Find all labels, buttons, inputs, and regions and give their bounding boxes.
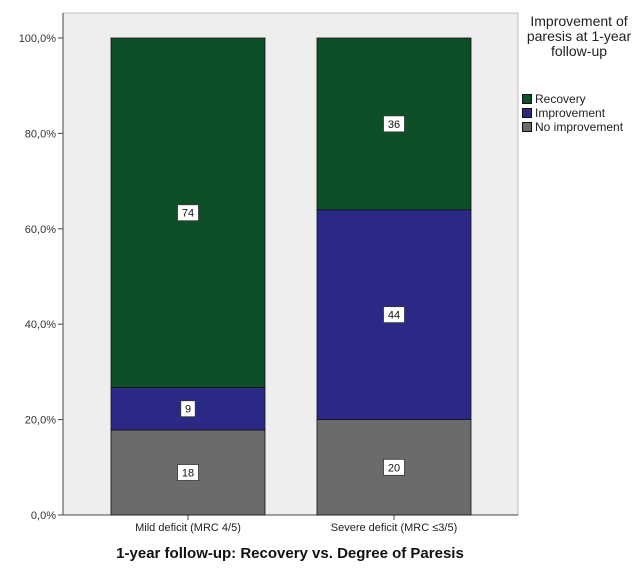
data-label-recovery: 36 xyxy=(388,119,400,131)
data-label-improvement: 9 xyxy=(185,404,191,416)
data-label-box xyxy=(180,400,196,418)
x-tick-label: Mild deficit (MRC 4/5) xyxy=(135,522,241,534)
data-label-recovery: 74 xyxy=(182,208,194,220)
data-label-improvement: 44 xyxy=(388,310,400,322)
data-label-box xyxy=(383,458,405,476)
x-axis-title: 1-year follow-up: Recovery vs. Degree of… xyxy=(116,545,464,562)
y-tick-label: 20,0% xyxy=(25,415,56,427)
legend-item-recovery: Recovery xyxy=(522,92,644,106)
legend-swatch-recovery xyxy=(522,94,532,104)
y-tick-label: 100,0% xyxy=(19,33,57,45)
y-tick-label: 40,0% xyxy=(25,319,56,331)
data-label-no-improvement: 20 xyxy=(388,462,400,474)
legend-label-improvement: Improvement xyxy=(535,106,606,120)
legend-label-recovery: Recovery xyxy=(535,92,586,106)
legend-item-no-improvement: No improvement xyxy=(522,120,644,134)
legend-label-no-improvement: No improvement xyxy=(535,120,624,134)
legend-swatch-improvement xyxy=(522,108,532,118)
legend-title: Improvement of paresis at 1-year follow-… xyxy=(526,13,632,59)
data-label-no-improvement: 18 xyxy=(182,467,194,479)
data-label-box xyxy=(383,115,405,133)
x-tick-label: Severe deficit (MRC ≤3/5) xyxy=(331,522,457,534)
legend-swatch-no-improvement xyxy=(522,122,532,132)
y-axis: 0,0% 20,0% 40,0% 60,0% 80,0% 100,0% xyxy=(19,13,64,522)
x-axis: Mild deficit (MRC 4/5) Severe deficit (MR… xyxy=(63,514,518,534)
legend-item-improvement: Improvement xyxy=(522,106,644,120)
legend: Recovery Improvement No improvement xyxy=(522,92,644,134)
data-label-box xyxy=(383,306,405,324)
data-label-box xyxy=(177,204,199,222)
y-tick-label: 60,0% xyxy=(25,224,56,236)
data-label-box xyxy=(177,464,199,481)
y-tick-label: 0,0% xyxy=(31,510,56,522)
y-tick-label: 80,0% xyxy=(25,128,56,140)
data-labels: 18 9 74 20 44 36 xyxy=(177,115,405,481)
